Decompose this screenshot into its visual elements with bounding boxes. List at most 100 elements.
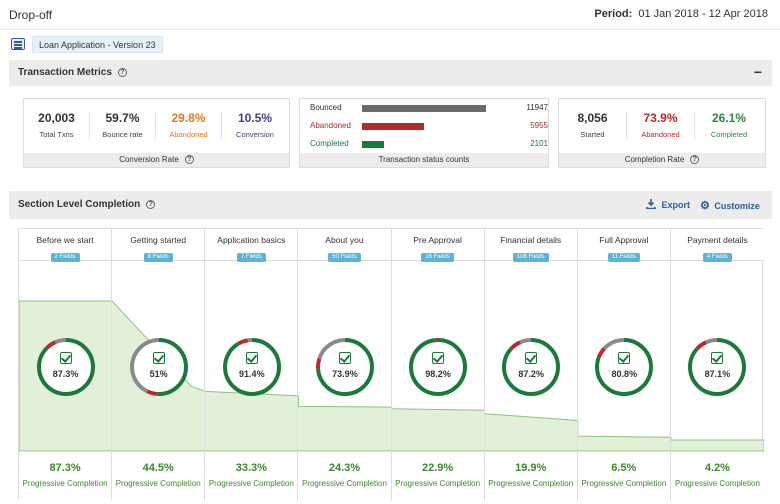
- period-range[interactable]: Period: 01 Jan 2018 - 12 Apr 2018: [594, 8, 768, 20]
- completion-metric: 26.1% Completed: [695, 111, 763, 139]
- section-completion-value: 98.2%: [425, 369, 451, 379]
- status-count: 11947: [526, 103, 548, 112]
- metric-value: 26.1%: [711, 111, 747, 125]
- field-count-badge: 108 Fields: [512, 253, 549, 262]
- metric-label: Total Txns: [39, 130, 74, 139]
- completion-donut: [595, 338, 654, 396]
- progressive-completion: 44.5% Progressive Completion: [112, 451, 205, 501]
- checkbox-icon: [525, 352, 538, 364]
- progressive-completion: 87.3% Progressive Completion: [19, 451, 112, 501]
- section-header: Payment details 4 Fields: [670, 229, 764, 262]
- ring-completed-segment: [315, 338, 374, 396]
- progressive-value: 33.3%: [235, 462, 267, 474]
- customize-button[interactable]: ⚙ Customize: [700, 200, 760, 212]
- field-count-badge: 50 Fields: [328, 253, 361, 262]
- completion-donut: [129, 338, 188, 396]
- progressive-value: 24.3%: [328, 462, 361, 474]
- section-name: About you: [325, 235, 364, 245]
- status-label: Completed: [310, 139, 349, 148]
- completion-donut: [222, 338, 281, 396]
- section-column[interactable]: Getting started 8 Fields 51% 44.5% Progressi…: [112, 229, 206, 501]
- section-header: Before we start 2 Fields: [19, 229, 112, 262]
- transaction-metrics-title: Transaction Metrics: [18, 67, 112, 78]
- progressive-value: 44.5%: [142, 462, 174, 474]
- completion-ring[interactable]: 87.3%: [36, 337, 96, 397]
- section-completion-value: 87.1%: [704, 369, 731, 379]
- progressive-completion: 4.2% Progressive Completion: [670, 451, 764, 501]
- section-name: Full Approval: [599, 235, 649, 245]
- completion-donut: [502, 338, 561, 396]
- metric-value: 10.5%: [237, 111, 273, 125]
- metric-label: Bounce rate: [102, 130, 143, 139]
- help-icon[interactable]: ?: [146, 200, 156, 209]
- ring-completed-segment: [409, 338, 468, 396]
- completion-ring[interactable]: 80.8%: [594, 337, 654, 397]
- progressive-value: 19.9%: [515, 462, 547, 474]
- progressive-label: Progressive Completion: [115, 479, 201, 488]
- section-completion-value: 80.8%: [611, 369, 638, 379]
- gear-icon: ⚙: [700, 200, 710, 212]
- status-bar: [362, 141, 384, 148]
- section-header: Getting started 8 Fields: [112, 229, 205, 262]
- completion-donut: [315, 338, 374, 396]
- status-label: Bounced: [310, 103, 342, 112]
- completion-ring[interactable]: 51%: [129, 337, 189, 397]
- progressive-value: 6.5%: [611, 462, 637, 474]
- completion-ring[interactable]: 73.9%: [315, 337, 375, 397]
- section-column[interactable]: Application basics 7 Fields 91.4% 33.3% Prog…: [205, 229, 299, 501]
- section-column[interactable]: Full Approval 11 Fields 80.8% 6.5% Progressi…: [577, 229, 671, 501]
- completion-ring[interactable]: 91.4%: [222, 337, 282, 397]
- progressive-label: Progressive Completion: [395, 479, 481, 488]
- page-title: Drop-off: [9, 8, 53, 22]
- conversion-rate-card: 20,003 Total Txns 59.7% Bounce rate 29.8% Aba…: [23, 98, 290, 168]
- section-column[interactable]: Financial details 108 Fields 87.2% 19.9% Pro…: [484, 229, 578, 501]
- metric-label: Completed: [710, 130, 748, 139]
- completion-ring[interactable]: 87.2%: [501, 337, 561, 397]
- section-header: About you 50 Fields: [298, 229, 391, 262]
- form-version-chip[interactable]: Loan Application - Version 23: [32, 36, 163, 53]
- section-column[interactable]: Pre Approval 16 Fields 98.2% 22.9% Progressi…: [391, 229, 485, 501]
- conversion-metric: 10.5% Conversion: [222, 111, 288, 139]
- section-name: Getting started: [130, 235, 187, 245]
- field-count-badge: 7 Fields: [236, 253, 266, 262]
- section-completion-value: 87.2%: [518, 369, 544, 379]
- section-completion-funnel: Before we start 2 Fields 87.3% 87.3% Progres…: [18, 228, 764, 501]
- collapse-icon[interactable]: −: [753, 64, 762, 80]
- metric-value: 29.8%: [171, 111, 206, 125]
- progressive-value: 22.9%: [421, 462, 454, 474]
- section-column[interactable]: Before we start 2 Fields 87.3% 87.3% Progres…: [19, 229, 113, 501]
- download-icon: [646, 199, 656, 210]
- metric-label: Conversion: [236, 130, 274, 139]
- field-count-badge: 2 Fields: [50, 253, 80, 262]
- ring-completed-segment: [502, 338, 561, 396]
- section-column[interactable]: About you 50 Fields 73.9% 24.3% Progressive …: [298, 229, 392, 501]
- completion-metric: 8,056 Started: [559, 111, 627, 139]
- section-header: Pre Approval 16 Fields: [391, 229, 484, 262]
- progressive-completion: 22.9% Progressive Completion: [391, 451, 484, 501]
- status-bar: [362, 123, 424, 130]
- section-completion-value: 87.3%: [52, 369, 79, 379]
- completion-rate-card: 8,056 Started 73.9% Abandoned 26.1% Completed…: [558, 98, 766, 168]
- help-icon[interactable]: ?: [117, 68, 127, 77]
- help-icon[interactable]: ?: [184, 155, 194, 164]
- checkbox-icon: [152, 352, 165, 364]
- section-header: Financial details 108 Fields: [484, 229, 577, 262]
- ring-completed-segment: [595, 338, 654, 396]
- field-count-badge: 4 Fields: [702, 253, 732, 262]
- field-count-badge: 8 Fields: [143, 253, 173, 262]
- list-icon[interactable]: [11, 38, 25, 50]
- transaction-status-footer: Transaction status counts: [300, 153, 548, 167]
- section-name: Payment details: [687, 235, 748, 245]
- export-button[interactable]: Export: [646, 199, 690, 210]
- progressive-label: Progressive Completion: [301, 479, 387, 488]
- help-icon[interactable]: ?: [690, 155, 700, 164]
- metric-label: Abandoned: [641, 130, 680, 139]
- progressive-label: Progressive Completion: [488, 479, 574, 488]
- progressive-label: Progressive Completion: [208, 479, 294, 488]
- completion-ring[interactable]: 87.1%: [687, 337, 747, 397]
- completion-ring[interactable]: 98.2%: [408, 337, 468, 397]
- status-row: Completed 2101: [310, 139, 548, 149]
- checkbox-icon: [245, 352, 258, 364]
- section-column[interactable]: Payment details 4 Fields 87.1% 4.2% Progress…: [670, 229, 764, 501]
- completion-donut: [36, 338, 95, 396]
